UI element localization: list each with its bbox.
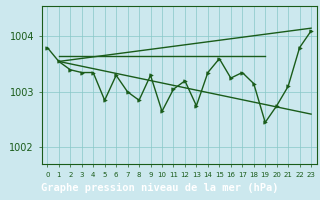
Text: Graphe pression niveau de la mer (hPa): Graphe pression niveau de la mer (hPa)	[41, 183, 279, 193]
